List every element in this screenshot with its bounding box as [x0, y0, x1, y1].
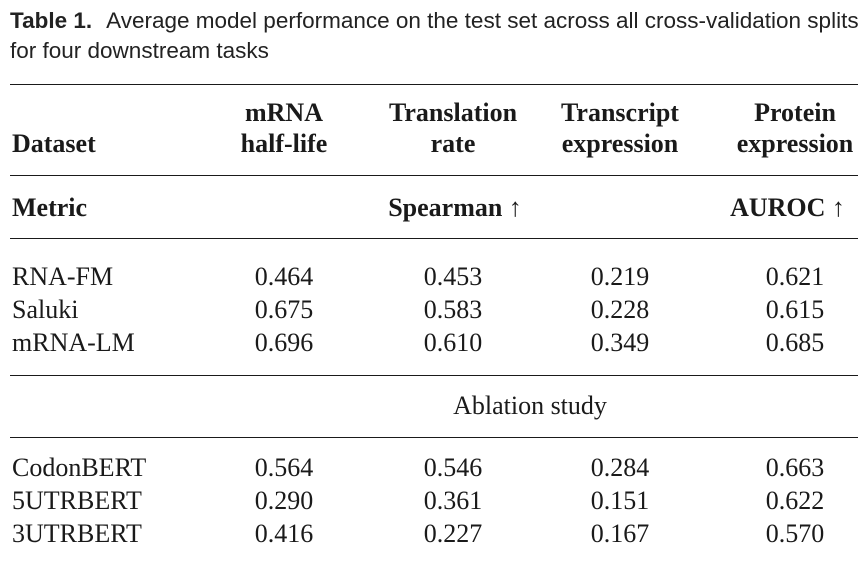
table-caption: Table 1. Average model performance on the… — [10, 6, 860, 66]
table-cell: 0.610 — [423, 328, 483, 357]
table-cell: 0.685 — [765, 328, 825, 357]
header-transcript-expression-line2: expression — [561, 129, 679, 158]
metric-auroc: AUROC ↑ — [730, 193, 845, 222]
ablation-top-rule — [10, 375, 858, 376]
table-cell: 0.696 — [254, 328, 314, 357]
header-protein-expression-line1: Protein — [754, 98, 836, 127]
ablation-bottom-rule — [10, 437, 858, 438]
row-name: Saluki — [12, 295, 79, 324]
table-cell: 0.546 — [423, 453, 483, 482]
table-cell: 0.622 — [765, 486, 825, 515]
header-protein-expression-line2: expression — [736, 129, 854, 158]
table-cell: 0.621 — [765, 262, 825, 291]
header-translation-rate-line1: Translation — [388, 98, 518, 127]
row-name: mRNA-LM — [12, 328, 135, 357]
metric-spearman: Spearman ↑ — [388, 193, 522, 222]
table-cell: 0.615 — [765, 295, 825, 324]
row-name: CodonBERT — [12, 453, 147, 482]
ablation-study-label: Ablation study — [453, 391, 607, 420]
metric-label: Metric — [12, 193, 88, 222]
table-cell: 0.416 — [254, 519, 314, 548]
table-cell: 0.219 — [590, 262, 650, 291]
table-cell: 0.453 — [423, 262, 483, 291]
row-name: RNA-FM — [12, 262, 114, 291]
table-cell: 0.349 — [590, 328, 650, 357]
table-cell: 0.583 — [423, 295, 483, 324]
header-transcript-expression-line1: Transcript — [561, 98, 679, 127]
table-cell: 0.227 — [423, 519, 483, 548]
table-cell: 0.361 — [423, 486, 483, 515]
row-name: 3UTRBERT — [12, 519, 142, 548]
header-translation-rate-line2: rate — [430, 129, 476, 158]
top-rule — [10, 84, 858, 85]
table-cell: 0.167 — [590, 519, 650, 548]
table-cell: 0.570 — [765, 519, 825, 548]
header-rule — [10, 175, 858, 176]
header-dataset: Dataset — [12, 129, 96, 158]
row-name: 5UTRBERT — [12, 486, 142, 515]
table-cell: 0.284 — [590, 453, 650, 482]
table-cell: 0.290 — [254, 486, 314, 515]
table-cell: 0.564 — [254, 453, 314, 482]
table-cell: 0.228 — [590, 295, 650, 324]
table-cell: 0.663 — [765, 453, 825, 482]
metric-rule — [10, 238, 858, 239]
table-cell: 0.151 — [590, 486, 650, 515]
header-mrna-half-life-line2: half-life — [240, 129, 328, 158]
caption-text: Average model performance on the test se… — [10, 8, 859, 63]
table-cell: 0.464 — [254, 262, 314, 291]
table-cell: 0.675 — [254, 295, 314, 324]
header-mrna-half-life-line1: mRNA — [245, 98, 323, 127]
caption-label: Table 1. — [10, 8, 93, 33]
